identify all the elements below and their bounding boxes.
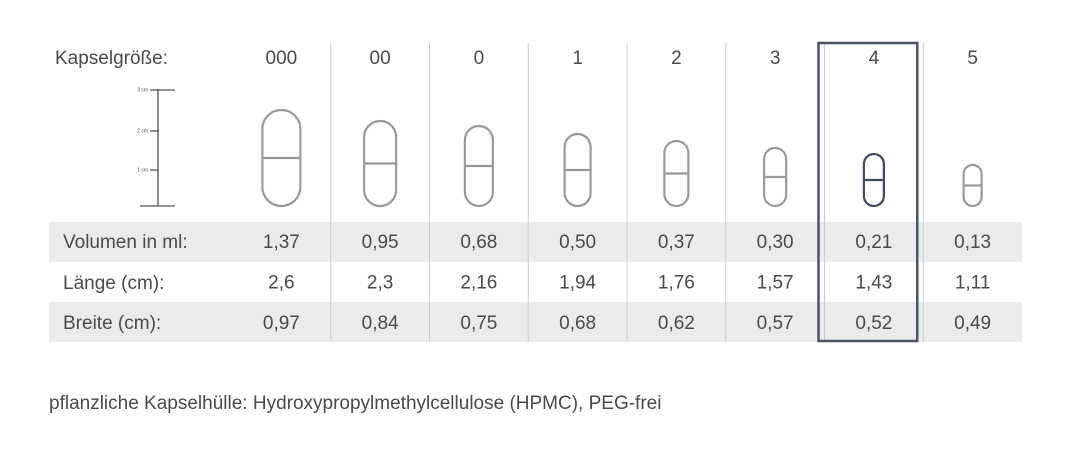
- scale-label: 3 cm: [137, 87, 148, 93]
- size-label: 4: [869, 48, 880, 69]
- row-label: Volumen in ml:: [63, 232, 188, 253]
- cell-value: 0,52: [855, 313, 892, 334]
- capsule-icon: [563, 132, 592, 208]
- row-band: [49, 302, 1022, 342]
- cell-value: 0,68: [559, 313, 596, 334]
- cell-value: 0,57: [757, 313, 794, 334]
- cell-value: 0,30: [757, 232, 794, 253]
- cell-value: 0,84: [362, 313, 399, 334]
- highlight-box: [817, 41, 919, 343]
- footer-note: pflanzliche Kapselhülle: Hydroxypropylme…: [49, 393, 661, 414]
- cell-value: 0,95: [362, 232, 399, 253]
- capsule-icon: [261, 108, 302, 208]
- cell-value: 1,37: [263, 232, 300, 253]
- cell-value: 2,3: [367, 273, 393, 294]
- size-label: 1: [572, 48, 583, 69]
- scale-label: 1 cm: [137, 167, 148, 173]
- header-label: Kapselgröße:: [55, 48, 168, 69]
- size-label: 3: [770, 48, 781, 69]
- row-label: Länge (cm):: [63, 273, 164, 294]
- cell-value: 1,43: [855, 273, 892, 294]
- size-label: 0: [474, 48, 485, 69]
- cell-value: 1,94: [559, 273, 596, 294]
- cell-value: 0,37: [658, 232, 695, 253]
- capsule-icon: [663, 139, 690, 208]
- cell-value: 1,76: [658, 273, 695, 294]
- size-label: 00: [370, 48, 391, 69]
- cell-value: 0,21: [855, 232, 892, 253]
- capsule-icon: [862, 152, 885, 208]
- row-band: [49, 222, 1022, 262]
- capsule-icon: [363, 119, 398, 208]
- cell-value: 0,50: [559, 232, 596, 253]
- scale-label: 2 cm: [137, 128, 148, 134]
- capsule-icon: [763, 146, 788, 208]
- cell-value: 2,16: [460, 273, 497, 294]
- cell-value: 1,11: [955, 273, 991, 294]
- cell-value: 0,13: [954, 232, 991, 253]
- cell-value: 1,57: [757, 273, 794, 294]
- cell-value: 0,49: [954, 313, 991, 334]
- scale-ruler: [140, 89, 175, 207]
- size-label: 5: [967, 48, 978, 69]
- size-label: 000: [266, 48, 298, 69]
- cell-value: 2,6: [268, 273, 294, 294]
- cell-value: 0,97: [263, 313, 300, 334]
- cell-value: 0,75: [460, 313, 497, 334]
- size-label: 2: [671, 48, 682, 69]
- capsule-icon: [463, 124, 494, 208]
- row-label: Breite (cm):: [63, 313, 161, 334]
- cell-value: 0,62: [658, 313, 695, 334]
- cell-value: 0,68: [460, 232, 497, 253]
- capsule-icon: [962, 163, 983, 208]
